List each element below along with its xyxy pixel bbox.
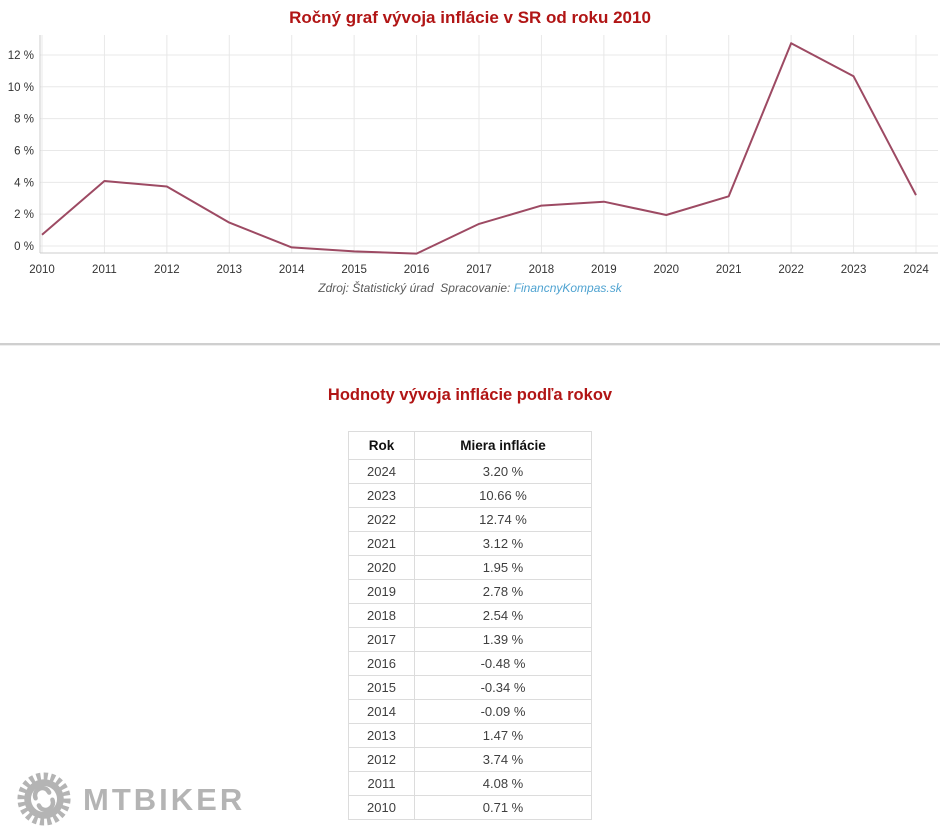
year-cell: 2023 xyxy=(348,483,415,508)
rate-cell: 2.78 % xyxy=(414,579,592,604)
table-row: 2019 2.78 % xyxy=(348,579,592,604)
table-row: 2024 3.20 % xyxy=(348,459,592,484)
rate-cell: 1.47 % xyxy=(414,723,592,748)
x-axis-label: 2017 xyxy=(466,264,492,276)
column-header-rate: Miera inflácie xyxy=(414,431,592,460)
year-cell: 2016 xyxy=(348,651,415,676)
rate-cell: 3.12 % xyxy=(414,531,592,556)
x-axis-label: 2022 xyxy=(778,264,804,276)
rate-cell: 2.54 % xyxy=(414,603,592,628)
rate-cell: 1.39 % xyxy=(414,627,592,652)
mtbiker-logo: MTBIKER xyxy=(16,770,245,828)
chart-title: Ročný graf vývoja inflácie v SR od roku … xyxy=(289,8,651,27)
table-row: 2013 1.47 % xyxy=(348,723,592,748)
rate-cell: -0.48 % xyxy=(414,651,592,676)
rate-cell: 3.20 % xyxy=(414,459,592,484)
rate-cell: -0.09 % xyxy=(414,699,592,724)
x-axis-label: 2012 xyxy=(154,264,180,276)
x-axis-label: 2015 xyxy=(341,264,367,276)
rate-cell: 3.74 % xyxy=(414,747,592,772)
section-divider xyxy=(0,343,940,346)
rate-cell: 10.66 % xyxy=(414,483,592,508)
table-row: 2011 4.08 % xyxy=(348,771,592,796)
x-axis-label: 2014 xyxy=(279,264,305,276)
rate-cell: 1.95 % xyxy=(414,555,592,580)
year-cell: 2020 xyxy=(348,555,415,580)
table-row: 2020 1.95 % xyxy=(348,555,592,580)
rate-cell: 4.08 % xyxy=(414,771,592,796)
year-cell: 2019 xyxy=(348,579,415,604)
table-row: 2023 10.66 % xyxy=(348,483,592,508)
rate-cell: 12.74 % xyxy=(414,507,592,532)
year-cell: 2024 xyxy=(348,459,415,484)
inflation-table-container: Rok Miera inflácie 2024 3.20 % 2023 10.66 %… xyxy=(348,431,592,820)
y-axis-label: 8 % xyxy=(14,114,34,126)
x-axis-label: 2013 xyxy=(216,264,242,276)
x-axis-label: 2011 xyxy=(92,264,117,276)
year-cell: 2018 xyxy=(348,603,415,628)
y-axis-label: 4 % xyxy=(14,177,34,189)
y-axis-label: 10 % xyxy=(8,82,34,94)
year-cell: 2014 xyxy=(348,699,415,724)
year-cell: 2015 xyxy=(348,675,415,700)
inflation-chart: 2010 2011 2012 2013 2014 2015 2016 2017 2018 2019… xyxy=(8,35,938,276)
table-row: 2021 3.12 % xyxy=(348,531,592,556)
year-cell: 2010 xyxy=(348,795,415,820)
year-cell: 2012 xyxy=(348,747,415,772)
year-cell: 2013 xyxy=(348,723,415,748)
x-axis-label: 2021 xyxy=(716,264,742,276)
financnykompas-link[interactable]: FinancnyKompas.sk xyxy=(513,281,622,295)
year-cell: 2021 xyxy=(348,531,415,556)
table-row: 2012 3.74 % xyxy=(348,747,592,772)
x-axis-label: 2024 xyxy=(903,264,929,276)
y-axis-label: 2 % xyxy=(14,209,34,221)
x-axis-label: 2010 xyxy=(29,264,55,276)
x-axis-label: 2019 xyxy=(591,264,617,276)
table-header-row: Rok Miera inflácie xyxy=(348,431,592,460)
table-title: Hodnoty vývoja inflácie podľa rokov xyxy=(327,386,613,404)
x-axis-label: 2016 xyxy=(404,264,430,276)
year-cell: 2011 xyxy=(348,771,415,796)
table-row: 2017 1.39 % xyxy=(348,627,592,652)
year-cell: 2017 xyxy=(348,627,415,652)
table-row: 2015 -0.34 % xyxy=(348,675,592,700)
inflation-line xyxy=(41,42,917,255)
table-row: 2022 12.74 % xyxy=(348,507,592,532)
table-row: 2014 -0.09 % xyxy=(348,699,592,724)
rate-cell: 0.71 % xyxy=(414,795,592,820)
y-axis-label: 0 % xyxy=(14,241,34,253)
y-axis-label: 6 % xyxy=(14,145,34,157)
year-cell: 2022 xyxy=(348,507,415,532)
source-text: Zdroj: Štatistický úrad Spracovanie: xyxy=(318,281,514,295)
table-row: 2010 0.71 % xyxy=(348,795,592,820)
gear-icon xyxy=(17,772,71,826)
column-header-year: Rok xyxy=(348,431,415,460)
mtbiker-text: MTBIKER xyxy=(83,782,246,817)
table-row: 2016 -0.48 % xyxy=(348,651,592,676)
x-axis-label: 2020 xyxy=(653,264,679,276)
x-axis-label: 2018 xyxy=(529,264,555,276)
table-row: 2018 2.54 % xyxy=(348,603,592,628)
x-axis-label: 2023 xyxy=(841,264,867,276)
table-body: 2024 3.20 % 2023 10.66 % 2022 12.74 % 2021 3.12… xyxy=(348,459,592,820)
rate-cell: -0.34 % xyxy=(414,675,592,700)
y-axis-label: 12 % xyxy=(8,50,34,62)
chart-source: Zdroj: Štatistický úrad Spracovanie: Fin… xyxy=(0,281,940,295)
inflation-table: Rok Miera inflácie 2024 3.20 % 2023 10.66 %… xyxy=(348,431,592,820)
